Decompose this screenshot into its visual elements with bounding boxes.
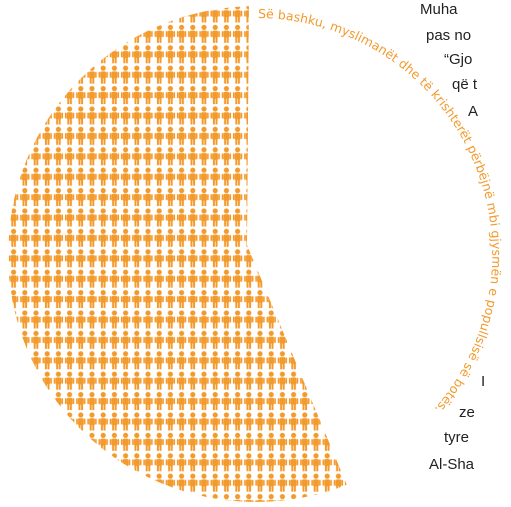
side-line: Muha <box>420 1 458 18</box>
side-line: që t <box>452 76 478 93</box>
side-text: Muha pas no “Gjo që t A I ze tyre Al-Sha <box>420 1 485 473</box>
side-line: ze <box>459 404 475 421</box>
side-line: “Gjo <box>444 51 472 68</box>
side-line: pas no <box>426 27 471 44</box>
side-line: Al-Sha <box>429 456 475 473</box>
side-line: tyre <box>444 429 469 446</box>
side-line: I <box>481 373 485 390</box>
side-line: A <box>468 103 478 120</box>
people-icons <box>8 6 356 502</box>
